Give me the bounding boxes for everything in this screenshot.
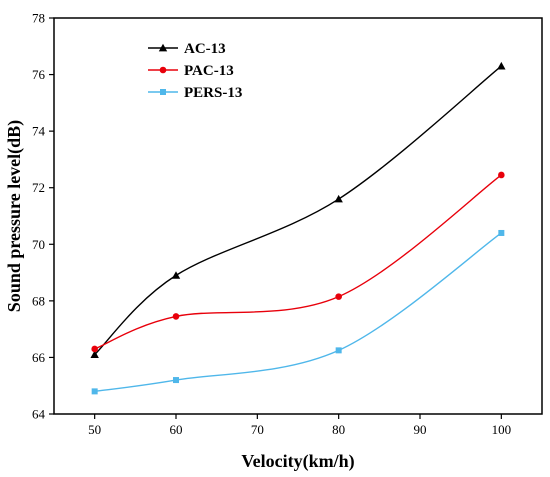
legend-label: AC-13 — [184, 41, 226, 57]
y-tick-label: 64 — [32, 407, 46, 422]
data-point — [335, 347, 342, 354]
y-tick-label: 78 — [32, 11, 45, 26]
series-line — [94, 232, 502, 393]
data-point — [497, 61, 506, 70]
series-pac-13 — [91, 171, 505, 353]
x-tick-label: 100 — [492, 422, 512, 437]
legend-item: PERS-13 — [148, 85, 242, 101]
data-point — [498, 229, 505, 236]
legend-label: PAC-13 — [184, 63, 234, 79]
data-point — [90, 350, 99, 358]
series-pers-13 — [91, 229, 505, 395]
data-point — [171, 271, 181, 279]
series-line — [94, 174, 502, 350]
x-tick-label: 60 — [170, 422, 183, 437]
legend-item: PAC-13 — [148, 63, 234, 79]
data-point — [91, 388, 98, 395]
x-tick-label: 90 — [414, 422, 427, 437]
data-point — [172, 313, 180, 320]
x-axis-title: Velocity(km/h) — [241, 451, 354, 472]
data-point — [91, 345, 98, 353]
y-tick-label: 68 — [32, 293, 45, 308]
data-point — [173, 377, 179, 384]
legend-label: PERS-13 — [184, 85, 242, 101]
legend: AC-13 PAC-13 PERS-13 — [148, 41, 242, 101]
data-point — [334, 194, 343, 203]
y-tick-label: 76 — [32, 67, 46, 82]
y-tick-label: 66 — [32, 350, 46, 365]
axes: 50 60 70 80 90 100 64 66 68 70 72 74 76 78 — [32, 11, 543, 437]
legend-marker — [158, 43, 168, 52]
x-tick-label: 80 — [332, 422, 345, 437]
plot-frame — [53, 17, 543, 415]
series-ac-13 — [90, 61, 506, 358]
series-line — [94, 65, 502, 356]
data-point — [498, 171, 505, 179]
y-tick-label: 70 — [32, 237, 45, 252]
series-layer — [90, 61, 506, 395]
y-tick-label: 74 — [32, 124, 46, 139]
x-tick-label: 70 — [251, 422, 264, 437]
y-axis-title: Sound pressure level(dB) — [4, 120, 25, 312]
x-tick-label: 50 — [88, 422, 101, 437]
data-point — [335, 293, 342, 300]
legend-marker — [160, 89, 166, 95]
legend-item: AC-13 — [148, 41, 226, 57]
legend-marker — [159, 66, 167, 74]
y-tick-label: 72 — [32, 180, 45, 195]
